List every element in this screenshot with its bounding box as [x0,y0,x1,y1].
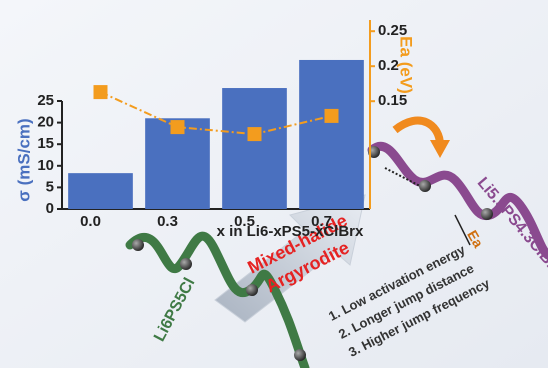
point [324,108,339,123]
ion [246,284,258,296]
y-tick-label: 25 [37,92,54,109]
x-tick-label: 0.7 [311,213,332,230]
y-tick-label: 10 [37,157,54,174]
bar [68,173,133,209]
y-axis-label: σ (mS/cm) [14,118,33,201]
hop-arrow-head [430,140,450,158]
point [170,120,185,135]
activation-label: Ea [464,227,487,250]
point [93,85,108,100]
y-tick-label: 5 [46,178,54,195]
barrier [454,214,471,246]
x-tick-label: 0.3 [157,213,178,230]
ion [419,180,431,192]
point [247,127,262,142]
y-tick-label: 20 [37,114,54,131]
x-tick-label: 0.5 [234,213,255,230]
y2-tick-label: 0.2 [378,57,399,74]
y-tick-label: 15 [37,135,54,152]
x-tick-label: 0.0 [80,213,101,230]
y2-tick-label: 0.25 [378,22,407,39]
ion [132,239,144,251]
series-line [100,91,332,136]
green-spring [125,231,310,368]
jump-distance [384,167,421,187]
ion [180,258,192,270]
hop-arrow [392,116,444,146]
purple-spring [367,142,548,260]
y-tick-label: 0 [46,200,54,217]
y2-tick-label: 0.15 [378,92,407,109]
x-axis-label: x in Li6-xPS5-xClBrx [217,223,364,240]
ion [294,349,306,361]
y2-axis-label: Ea (eV) [397,36,416,94]
ion [481,208,493,220]
bar [299,59,364,210]
chart: 0 5 10 15 20 25 0.15 0.2 0.25 0.0 0.3 0.5 0.7 [37,20,407,230]
bar [222,88,287,209]
